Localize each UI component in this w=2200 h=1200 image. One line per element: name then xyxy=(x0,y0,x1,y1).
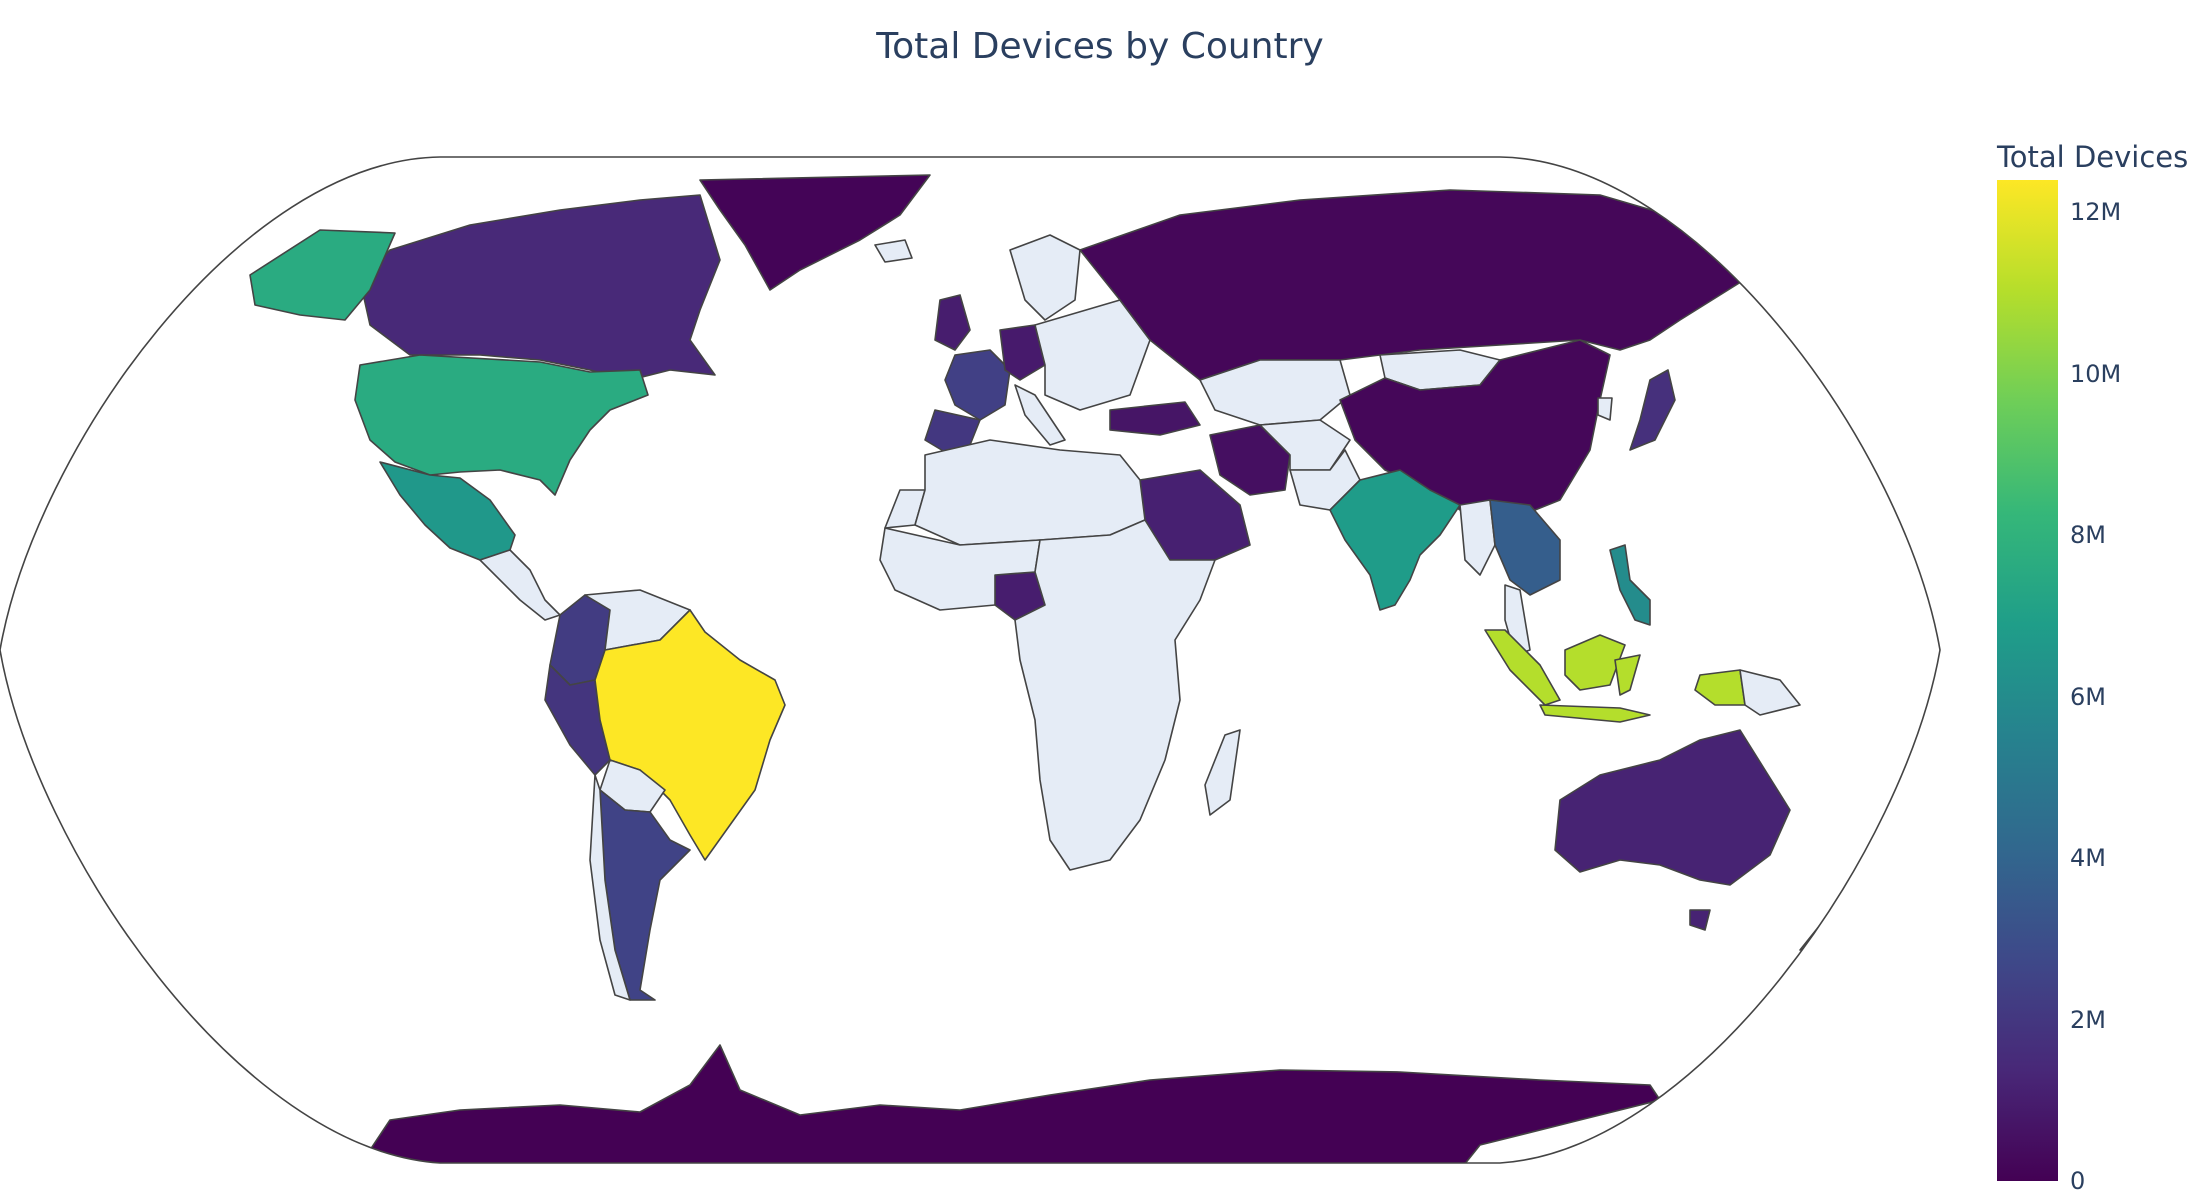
country-antarctica[interactable] xyxy=(359,1044,1661,1170)
country-indonesia-borneo[interactable] xyxy=(1564,634,1626,691)
country-united-states[interactable] xyxy=(354,354,649,496)
country-indonesia-papua[interactable] xyxy=(1694,669,1746,706)
colorbar-tick-label: 2M xyxy=(2070,1005,2106,1034)
country-north-africa[interactable] xyxy=(914,439,1146,546)
colorbar-tick-label: 4M xyxy=(2070,844,2106,873)
country-papua-new-guinea[interactable] xyxy=(1739,669,1801,716)
country-indonesia-sulawesi[interactable] xyxy=(1614,654,1641,696)
country-australia[interactable] xyxy=(1554,729,1791,886)
country-scandinavia[interactable] xyxy=(1009,234,1081,321)
colorbar-gradient xyxy=(1997,180,2058,1181)
country-philippines[interactable] xyxy=(1609,544,1651,626)
country-central-east-africa[interactable] xyxy=(1014,519,1216,871)
country-russia[interactable] xyxy=(1079,189,1761,381)
country-myanmar[interactable] xyxy=(1459,499,1496,576)
country-germany[interactable] xyxy=(999,324,1046,381)
country-west-africa[interactable] xyxy=(879,527,1041,611)
colorbar-tick-label: 0 xyxy=(2070,1167,2086,1195)
country-kazakhstan[interactable] xyxy=(1199,359,1351,426)
country-tasmania[interactable] xyxy=(1689,909,1711,931)
country-japan[interactable] xyxy=(1629,369,1676,451)
colorbar-tick-label: 10M xyxy=(2070,359,2122,388)
country-new-zealand[interactable] xyxy=(1799,879,1876,951)
country-canada[interactable] xyxy=(359,194,721,381)
country-france[interactable] xyxy=(944,349,1011,421)
map-frame xyxy=(0,156,1941,1164)
country-mexico[interactable] xyxy=(379,461,516,561)
land-layer xyxy=(249,174,1876,1170)
country-united-kingdom[interactable] xyxy=(934,294,971,351)
country-chile[interactable] xyxy=(589,774,631,1001)
country-alaska-us[interactable] xyxy=(249,229,396,321)
country-brazil[interactable] xyxy=(594,609,786,861)
country-greenland[interactable] xyxy=(699,174,931,291)
country-korea-nodata[interactable] xyxy=(1597,397,1613,421)
country-italy[interactable] xyxy=(1014,384,1066,446)
country-iceland[interactable] xyxy=(874,239,913,263)
chart-title: Total Devices by Country xyxy=(876,26,1324,67)
colorbar-tick-label: 6M xyxy=(2070,682,2106,711)
country-indonesia-sumatra[interactable] xyxy=(1484,629,1561,706)
country-central-america[interactable] xyxy=(479,549,561,621)
country-turkey[interactable] xyxy=(1109,401,1201,436)
colorbar-title: Total Devices xyxy=(1997,140,2189,174)
colorbar-tick-label: 12M xyxy=(2070,198,2122,227)
country-madagascar[interactable] xyxy=(1204,729,1241,816)
country-thailand-indochina[interactable] xyxy=(1489,499,1561,596)
country-indonesia-java[interactable] xyxy=(1539,704,1651,723)
colorbar-tick-label: 8M xyxy=(2070,521,2106,550)
country-india[interactable] xyxy=(1329,469,1461,611)
